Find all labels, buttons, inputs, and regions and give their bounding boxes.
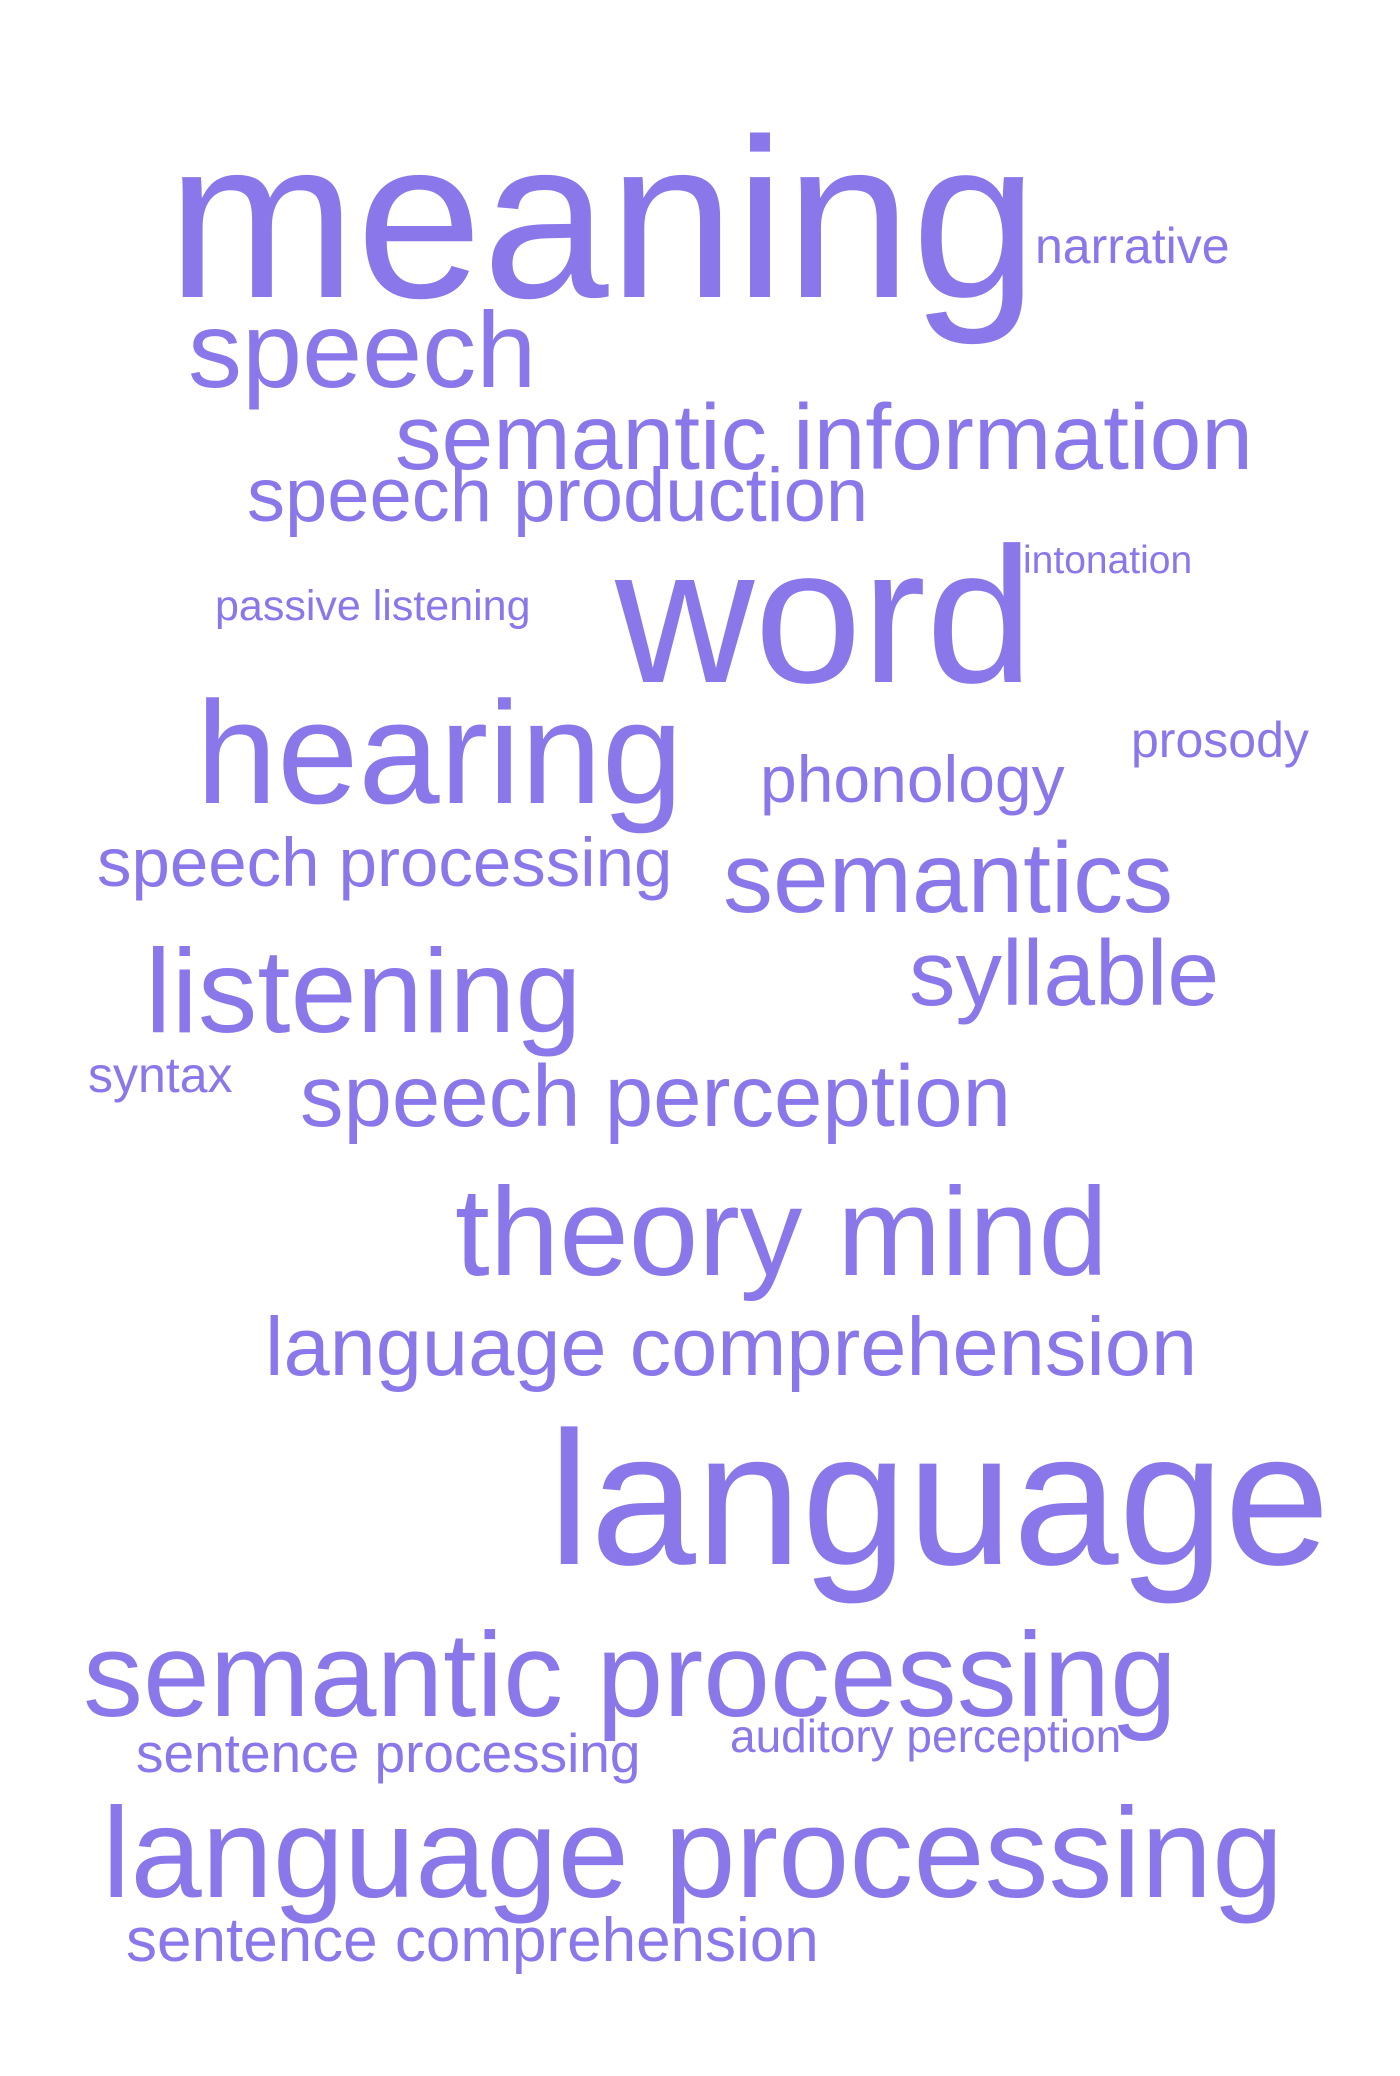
word-language-processing: language processing — [102, 1782, 1284, 1926]
word-sentence-comprehension: sentence comprehension — [126, 1906, 819, 1976]
word-theory-mind: theory mind — [455, 1162, 1109, 1302]
word-hearing: hearing — [196, 671, 684, 835]
word-listening: listening — [145, 925, 582, 1059]
word-speech-processing: speech processing — [97, 824, 673, 902]
word-narrative: narrative — [1035, 218, 1230, 274]
word-speech-production: speech production — [247, 452, 869, 538]
word-intonation: intonation — [1023, 539, 1193, 583]
word-speech: speech — [188, 289, 537, 411]
word-word: word — [615, 506, 1034, 723]
word-syntax: syntax — [88, 1047, 233, 1103]
word-language-comprehension: language comprehension — [265, 1299, 1198, 1393]
word-sentence-processing: sentence processing — [136, 1721, 641, 1784]
word-meaning: meaning — [167, 92, 1038, 346]
word-semantic-information: semantic information — [395, 384, 1254, 489]
word-syllable: syllable — [909, 920, 1220, 1025]
word-auditory-perception: auditory perception — [730, 1710, 1122, 1763]
word-speech-perception: speech perception — [300, 1047, 1011, 1145]
word-semantics: semantics — [723, 822, 1174, 934]
word-semantic-processing: semantic processing — [83, 1607, 1177, 1742]
word-language: language — [548, 1393, 1330, 1606]
word-prosody: prosody — [1131, 712, 1309, 768]
word-phonology: phonology — [760, 741, 1065, 816]
word-passive-listening: passive listening — [215, 581, 531, 630]
